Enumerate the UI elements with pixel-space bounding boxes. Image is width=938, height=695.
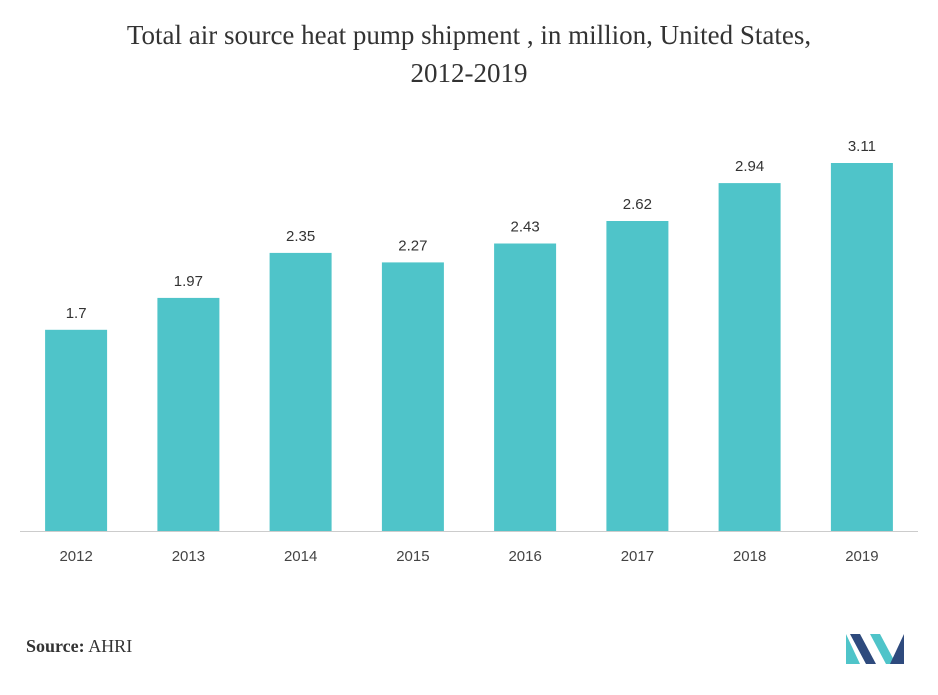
source-note: Source: AHRI <box>26 636 132 657</box>
x-tick-labels: 2012 2013 2014 2015 2016 2017 2018 2019 <box>59 548 878 565</box>
data-label-2017: 2.62 <box>623 196 652 213</box>
chart-title-line-1: Total air source heat pump shipment , in… <box>126 20 812 50</box>
bar-2012 <box>45 329 108 531</box>
logo-shape-right <box>890 634 904 664</box>
bar-2015 <box>381 262 444 531</box>
logo-shape-center-right <box>870 634 896 664</box>
data-label-2019: 3.11 <box>848 138 876 155</box>
bar-2017 <box>606 221 669 531</box>
x-tick-label-2016: 2016 <box>508 548 541 565</box>
data-label-2013: 1.97 <box>174 273 203 290</box>
logo-shape-left <box>846 634 860 664</box>
mordor-intelligence-logo-icon <box>846 634 904 664</box>
bar-chart: 1.7 1.97 2.35 2.27 2.43 2.62 2.94 3.11 2012 2013… <box>20 138 918 565</box>
data-label-2015: 2.27 <box>398 237 427 254</box>
bar-2014 <box>269 252 332 531</box>
chart-title: Total air source heat pump shipment , in… <box>0 16 938 92</box>
data-label-2016: 2.43 <box>511 219 540 236</box>
x-tick-label-2014: 2014 <box>284 548 317 565</box>
x-tick-label-2013: 2013 <box>172 548 205 565</box>
source-value: AHRI <box>88 636 133 656</box>
chart-title-line-2: 2012-2019 <box>410 58 528 88</box>
x-tick-label-2017: 2017 <box>621 548 654 565</box>
source-label: Source: <box>26 636 85 656</box>
bar-2013 <box>157 297 220 531</box>
x-tick-label-2018: 2018 <box>733 548 766 565</box>
bar-2018 <box>718 183 781 531</box>
x-tick-label-2015: 2015 <box>396 548 429 565</box>
x-tick-label-2019: 2019 <box>845 548 878 565</box>
logo-shape-center-left <box>850 634 876 664</box>
bar-group: 1.7 1.97 2.35 2.27 2.43 2.62 2.94 3.11 <box>45 138 893 531</box>
bar-2019 <box>830 163 893 531</box>
bar-2016 <box>494 243 557 531</box>
x-tick-label-2012: 2012 <box>59 548 92 565</box>
data-label-2012: 1.7 <box>66 305 87 322</box>
data-label-2014: 2.35 <box>286 228 315 245</box>
data-label-2018: 2.94 <box>735 158 764 175</box>
